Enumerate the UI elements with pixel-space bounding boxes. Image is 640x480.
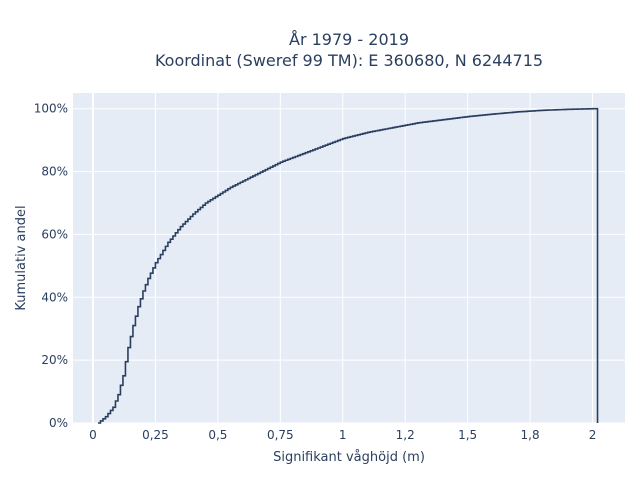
plot-area	[73, 93, 625, 423]
x-axis-title: Signifikant våghöjd (m)	[273, 450, 425, 465]
x-tick-label: 1,5	[458, 428, 477, 442]
x-tick-label: 0,5	[208, 428, 227, 442]
x-tick-label: 0,75	[267, 428, 294, 442]
y-tick-label: 40%	[41, 290, 68, 304]
y-tick-label: 0%	[49, 416, 68, 430]
x-tick-label: 1	[339, 428, 347, 442]
grid	[73, 93, 625, 424]
x-axis-ticks: 0 0,25 0,5 0,75 1 1,2 1,5 1,8 2	[89, 428, 596, 442]
x-tick-label: 1,8	[521, 428, 540, 442]
x-tick-label: 1,2	[396, 428, 415, 442]
y-axis-ticks: 0% 20% 40% 60% 80% 100%	[34, 102, 68, 430]
chart-title-line-2: Koordinat (Sweref 99 TM): E 360680, N 62…	[155, 51, 543, 70]
x-tick-label: 0,25	[142, 428, 169, 442]
x-tick-label: 2	[589, 428, 597, 442]
y-axis-title: Kumulativ andel	[14, 205, 29, 310]
y-tick-label: 80%	[41, 165, 68, 179]
cdf-step-line	[97, 107, 599, 424]
x-tick-label: 0	[89, 428, 97, 442]
y-tick-label: 20%	[41, 353, 68, 367]
y-tick-label: 100%	[34, 102, 68, 116]
y-tick-label: 60%	[41, 227, 68, 241]
chart-title-line-1: År 1979 - 2019	[289, 30, 409, 49]
